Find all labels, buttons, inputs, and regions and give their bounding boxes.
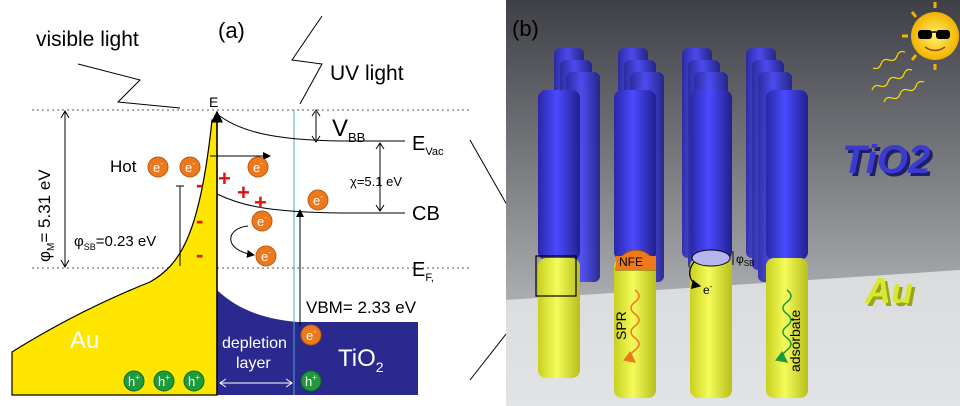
hot-label: Hot xyxy=(110,157,137,176)
panel-b-label: (b) xyxy=(512,16,539,41)
phi-m-label: φM= 5.31 eV xyxy=(35,169,57,262)
depletion-width-arrow-heads xyxy=(219,378,293,388)
spr-label: SPR xyxy=(613,311,629,340)
visible-light-squiggle xyxy=(77,63,181,109)
electron-transfer-arrow xyxy=(689,261,702,290)
svg-text:e-: e- xyxy=(253,159,263,175)
hole: h+ xyxy=(123,370,145,392)
svg-text:e-: e- xyxy=(153,159,163,175)
adsorbate-wave-arrow xyxy=(775,289,792,363)
svg-text:e-: e- xyxy=(257,213,267,229)
sunlight-rays xyxy=(871,50,925,103)
svg-text:h+: h+ xyxy=(158,373,170,389)
energy-axis-label: E xyxy=(209,94,218,110)
conduction-band-curve xyxy=(216,193,405,214)
rod-tio2-segment xyxy=(690,90,732,260)
hole: h+ xyxy=(300,370,322,392)
electron: e- xyxy=(300,324,322,346)
negative-charge: - xyxy=(196,172,203,197)
tio2-3d-text-shadow: TiO2 xyxy=(845,141,933,185)
svg-text:h+: h+ xyxy=(188,373,200,389)
panel-a-label: (a) xyxy=(218,18,245,43)
rod-au-segment xyxy=(690,258,732,398)
uv-light-squiggle xyxy=(291,15,323,105)
uv-light-label: UV light xyxy=(330,62,404,85)
chi-arrow-heads xyxy=(375,142,385,212)
vbm-label: VBM= 2.33 eV xyxy=(306,298,417,317)
rod-tio2-segment xyxy=(614,90,656,260)
panel-a: (a) visible light UV light E VBB EVac χ=… xyxy=(11,15,537,396)
nfe-label: NFE xyxy=(619,255,643,269)
au-region xyxy=(11,119,218,396)
vbb-label: VBB xyxy=(332,115,365,145)
electron-label: e- xyxy=(703,282,713,297)
sun-icon xyxy=(902,2,959,70)
rod-au-segment xyxy=(538,258,580,378)
panel-b: NFE e- φSB SPR adsorbate xyxy=(506,0,960,406)
electron: e- xyxy=(307,189,329,211)
svg-text:h+: h+ xyxy=(305,373,317,389)
electron: e- xyxy=(247,156,269,178)
tio2-3d-text: TiO2 xyxy=(842,138,930,182)
ef-label: EF, xyxy=(412,259,434,284)
rod-au-segment xyxy=(766,258,808,398)
nfe-badge: NFE xyxy=(615,249,657,271)
vbb-arrow-heads xyxy=(311,109,321,143)
hole: h+ xyxy=(183,370,205,392)
svg-text:e-: e- xyxy=(306,327,316,343)
au-3d-text-shadow: Au xyxy=(867,273,916,314)
phi-m-arrow-heads xyxy=(60,109,70,269)
electron-relax-arrow xyxy=(230,225,255,258)
rod-au-segment xyxy=(614,258,656,398)
adsorbate-label: adsorbate xyxy=(787,310,803,372)
positive-charge: + xyxy=(254,190,267,215)
svg-text:e-: e- xyxy=(261,248,271,264)
hole: h+ xyxy=(153,370,175,392)
electron: e- xyxy=(251,210,273,232)
zoom-box xyxy=(535,255,577,297)
depletion-label-line2: layer xyxy=(236,355,271,372)
visible-light-label: visible light xyxy=(36,28,139,51)
svg-text:e-: e- xyxy=(185,159,195,175)
evac-label: EVac xyxy=(412,133,444,158)
chi-label: χ=5.1 eV xyxy=(350,174,402,189)
svg-text:e-: e- xyxy=(313,192,323,208)
electron: e- xyxy=(147,156,169,178)
svg-text:h+: h+ xyxy=(128,373,140,389)
positive-charge: + xyxy=(237,180,250,205)
electron: e- xyxy=(179,156,201,178)
cb-label: CB xyxy=(412,203,440,225)
tio2-label: TiO2 xyxy=(338,345,384,375)
phi-sb-label: φSB=0.23 eV xyxy=(74,233,156,252)
phi-sb-label-b: φSB xyxy=(736,252,754,268)
vacuum-level-curve xyxy=(216,113,405,142)
rod-tio2-segment xyxy=(766,90,808,260)
rod-tio2-segment xyxy=(538,90,580,260)
spr-wave-arrow xyxy=(623,289,640,363)
au-3d-text: Au xyxy=(864,270,913,311)
negative-charge: - xyxy=(196,242,203,267)
barrier-ring-shade xyxy=(692,250,730,266)
depletion-label-line1: depletion xyxy=(222,335,287,352)
au-label: Au xyxy=(70,327,99,354)
positive-charge: + xyxy=(218,166,231,191)
electron: e- xyxy=(255,245,277,267)
barrier-ring xyxy=(691,249,731,267)
negative-charge: - xyxy=(196,208,203,233)
rod-array-front xyxy=(538,90,808,398)
